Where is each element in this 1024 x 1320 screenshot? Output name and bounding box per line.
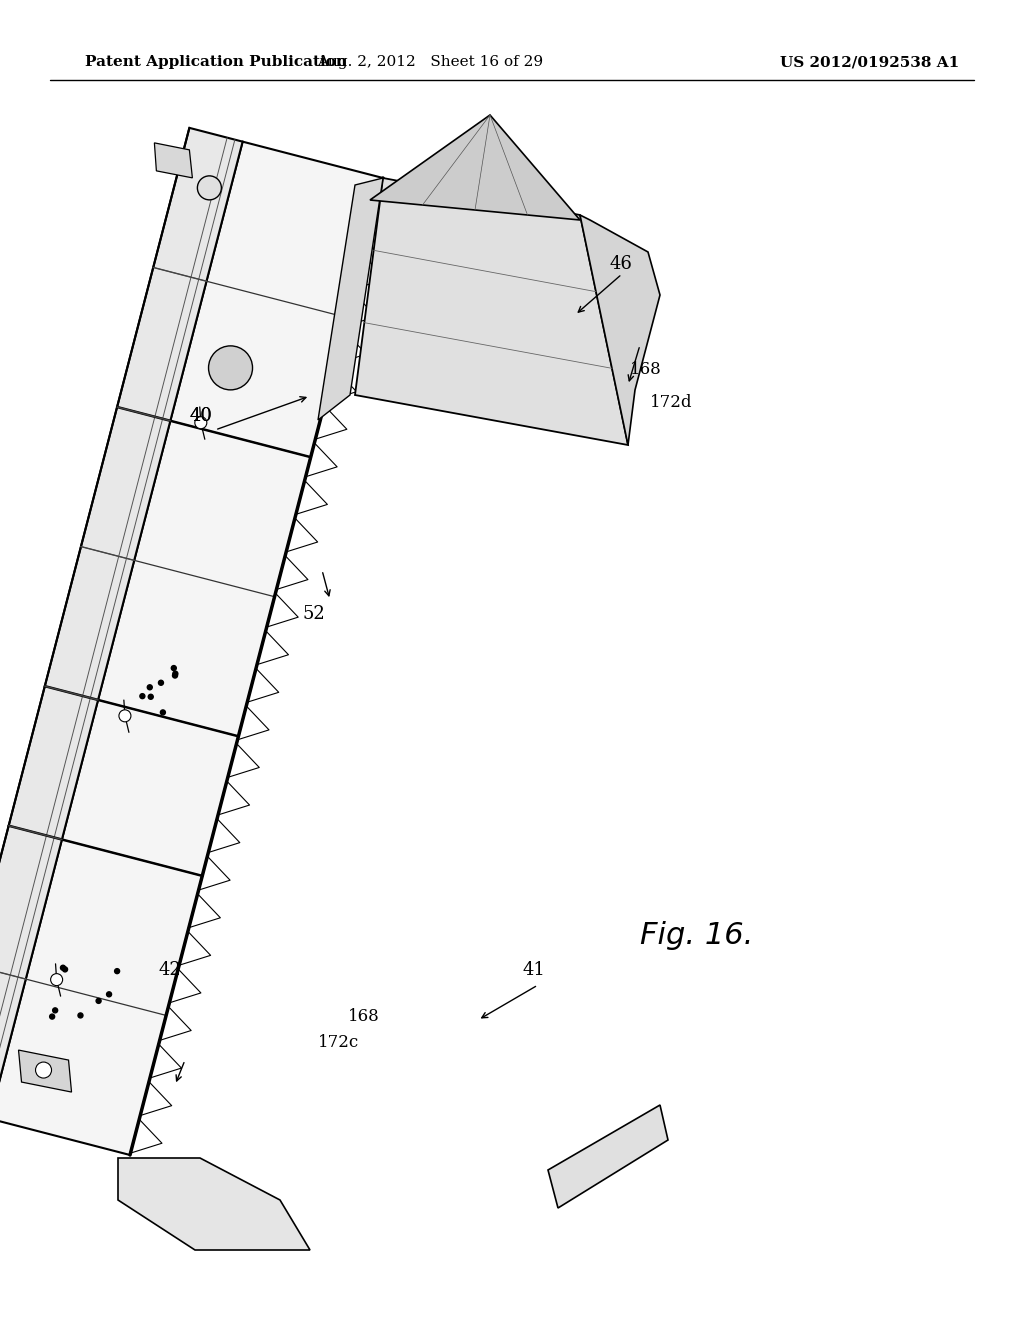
Circle shape: [106, 991, 112, 997]
Text: 42: 42: [159, 961, 181, 979]
Circle shape: [172, 673, 177, 678]
Polygon shape: [155, 143, 193, 178]
Polygon shape: [355, 178, 628, 445]
Text: 46: 46: [609, 255, 632, 273]
Text: 40: 40: [189, 407, 212, 425]
Text: Patent Application Publication: Patent Application Publication: [85, 55, 347, 69]
Text: US 2012/0192538 A1: US 2012/0192538 A1: [780, 55, 959, 69]
Text: Fig. 16.: Fig. 16.: [640, 920, 754, 949]
Text: 40: 40: [189, 407, 212, 425]
Circle shape: [140, 693, 144, 698]
Circle shape: [49, 1014, 54, 1019]
Polygon shape: [318, 178, 383, 420]
Circle shape: [78, 1012, 83, 1018]
Text: 52: 52: [302, 605, 325, 623]
Polygon shape: [118, 1158, 310, 1250]
Polygon shape: [0, 141, 383, 1155]
Circle shape: [159, 680, 164, 685]
Polygon shape: [18, 1049, 72, 1092]
Circle shape: [209, 346, 253, 389]
Circle shape: [115, 969, 120, 974]
Text: 168: 168: [348, 1008, 380, 1024]
Circle shape: [52, 1008, 57, 1012]
Polygon shape: [580, 215, 660, 445]
Circle shape: [171, 665, 176, 671]
Text: 172d: 172d: [650, 395, 693, 411]
Text: 168: 168: [630, 362, 662, 378]
Circle shape: [50, 974, 62, 986]
Polygon shape: [0, 128, 243, 1118]
Circle shape: [96, 998, 101, 1003]
Text: Aug. 2, 2012   Sheet 16 of 29: Aug. 2, 2012 Sheet 16 of 29: [317, 55, 543, 69]
Circle shape: [173, 671, 178, 676]
Circle shape: [147, 685, 153, 690]
Circle shape: [198, 176, 221, 199]
Circle shape: [119, 710, 131, 722]
Circle shape: [195, 417, 207, 429]
Circle shape: [36, 1063, 51, 1078]
Text: 41: 41: [522, 961, 545, 979]
Circle shape: [161, 710, 166, 715]
Text: 172c: 172c: [317, 1035, 358, 1051]
Polygon shape: [370, 115, 580, 220]
Circle shape: [148, 694, 154, 700]
Circle shape: [60, 965, 66, 970]
Polygon shape: [548, 1105, 668, 1208]
Circle shape: [62, 966, 68, 972]
